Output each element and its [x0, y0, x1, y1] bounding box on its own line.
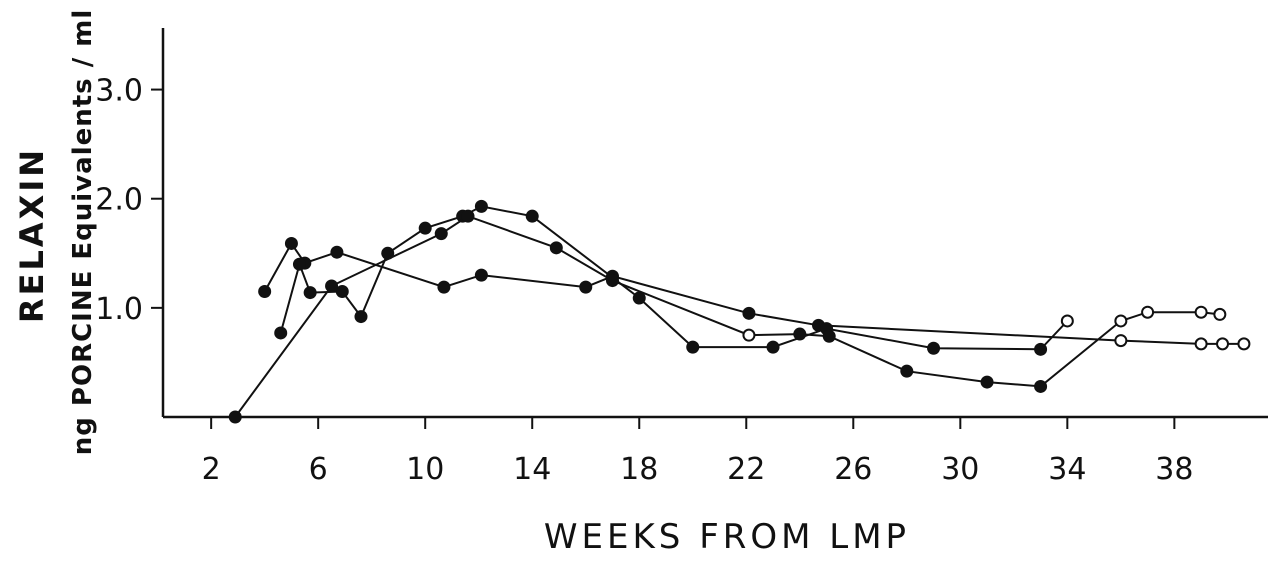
series-2-point-5	[354, 310, 367, 323]
series-2-point-17	[1062, 315, 1073, 326]
series-3-point-1	[229, 411, 242, 424]
series-3-point-12	[1034, 380, 1047, 393]
series-2-point-10	[526, 210, 539, 223]
series-3-point-4	[462, 210, 475, 223]
series-3-point-10	[900, 365, 913, 378]
axes	[163, 28, 1268, 417]
series-3-point-3	[435, 227, 448, 240]
x-tick-label-6: 6	[309, 452, 328, 487]
series-1-point-14	[1238, 338, 1249, 349]
series-2-point-16	[1034, 343, 1047, 356]
y-tick-label-2: 2.0	[95, 183, 143, 218]
series-2-point-1	[274, 326, 287, 339]
series-2-point-15	[927, 342, 940, 355]
series-1-point-1	[258, 285, 271, 298]
series-1-point-4	[330, 246, 343, 259]
x-tick-label-18: 18	[620, 452, 658, 487]
x-ticks: 2 6 10 14 18 22 26 30 34 38	[202, 417, 1194, 487]
x-tick-label-34: 34	[1048, 452, 1086, 487]
x-axis-title: WEEKS FROM LMP	[544, 517, 910, 557]
series-1-point-7	[579, 281, 592, 294]
series-2-point-12	[686, 341, 699, 354]
series-2-point-9	[475, 200, 488, 213]
series-3-point-7	[743, 330, 754, 341]
x-tick-label-22: 22	[727, 452, 765, 487]
y-tick-label-1: 1.0	[95, 292, 143, 327]
series-3-point-8	[793, 328, 806, 341]
series-2-point-3	[304, 286, 317, 299]
series-3-point-13	[1115, 315, 1126, 326]
series-2-point-13	[767, 341, 780, 354]
series-3-point-5	[550, 241, 563, 254]
series-1-line	[265, 244, 1244, 344]
series-2-point-2	[293, 258, 306, 271]
x-tick-label-38: 38	[1155, 452, 1193, 487]
x-tick-label-2: 2	[202, 452, 221, 487]
series-1-point-12	[1196, 338, 1207, 349]
y-axis-title: RELAXIN	[13, 147, 51, 323]
series-3-point-6	[606, 274, 619, 287]
series-3	[229, 210, 1226, 424]
series-2-point-7	[419, 222, 432, 235]
series-3-point-15	[1196, 307, 1207, 318]
y-ticks: 1.0 2.0 3.0	[95, 74, 163, 327]
y-axis-subtitle: ng PORCINE Equivalents / ml	[68, 9, 98, 456]
x-tick-label-30: 30	[941, 452, 979, 487]
series-2-line	[281, 206, 1068, 349]
series-1-point-6	[475, 269, 488, 282]
x-tick-label-10: 10	[406, 452, 444, 487]
y-tick-label-3: 3.0	[95, 74, 143, 109]
series-1-point-9	[742, 307, 755, 320]
series-1-point-5	[437, 281, 450, 294]
series-layer	[229, 200, 1250, 424]
series-1-point-2	[285, 237, 298, 250]
x-tick-label-14: 14	[513, 452, 551, 487]
series-3-point-2	[325, 280, 338, 293]
series-3-point-16	[1214, 309, 1225, 320]
series-3-point-11	[981, 376, 994, 389]
series-3-point-14	[1142, 307, 1153, 318]
series-1-point-13	[1217, 338, 1228, 349]
series-1-point-11	[1115, 335, 1126, 346]
series-3-point-9	[823, 330, 836, 343]
x-tick-label-26: 26	[834, 452, 872, 487]
